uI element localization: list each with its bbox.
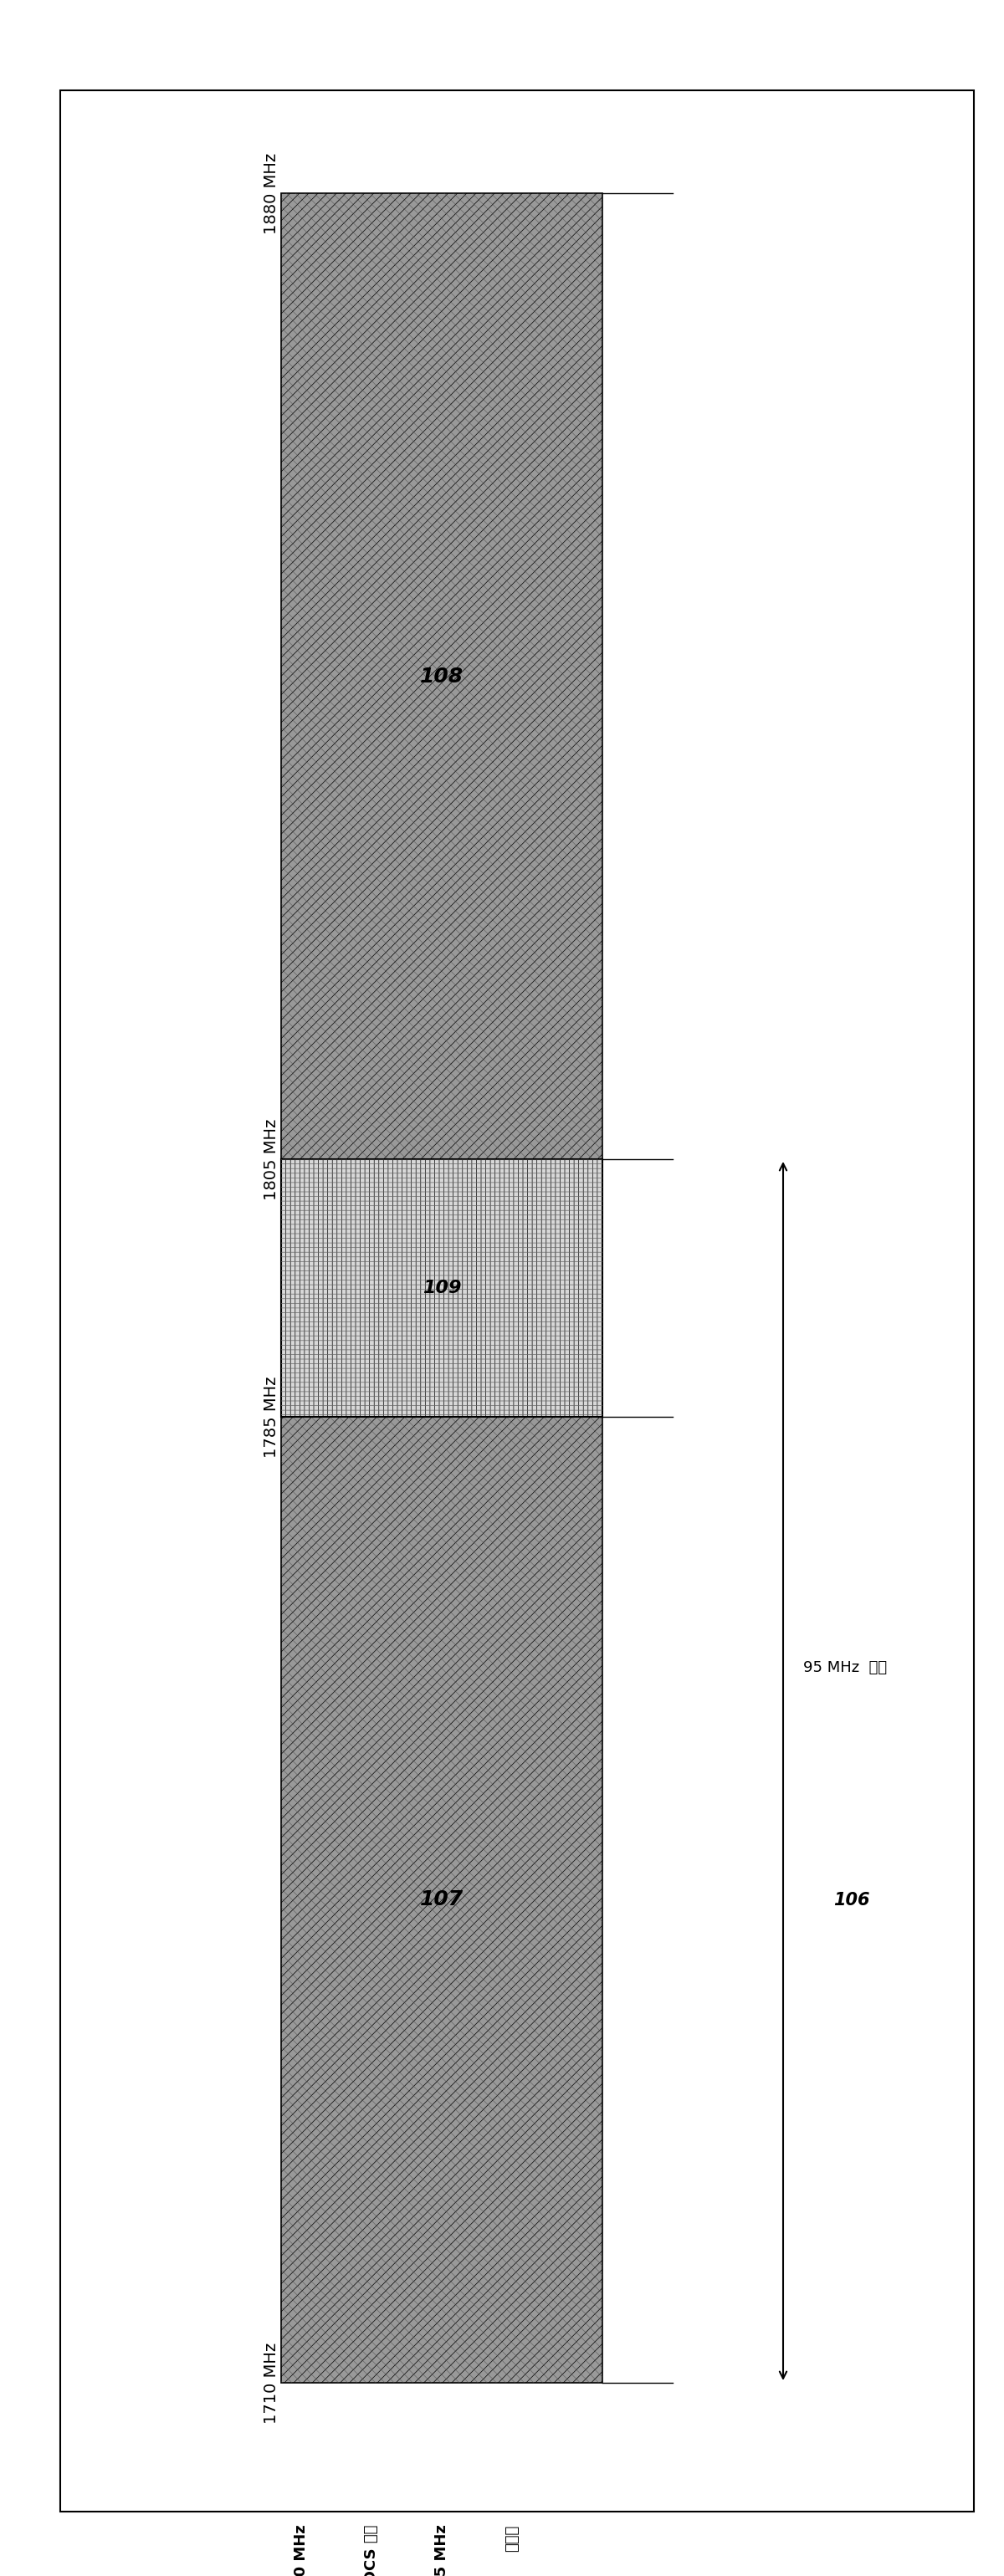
Bar bbox=[281, 193, 602, 1159]
Text: 109: 109 bbox=[423, 1280, 461, 1296]
Text: DCS 频带: DCS 频带 bbox=[364, 2524, 380, 2576]
Text: 108: 108 bbox=[420, 667, 464, 685]
Text: 95 MHz  间隔: 95 MHz 间隔 bbox=[803, 1662, 887, 1674]
Text: (75+75 MHz: (75+75 MHz bbox=[435, 2524, 450, 2576]
Text: 1880 MHz: 1880 MHz bbox=[263, 152, 279, 234]
Text: 1800 MHz: 1800 MHz bbox=[294, 2524, 309, 2576]
Text: 107: 107 bbox=[420, 1891, 464, 1909]
Bar bbox=[281, 193, 602, 1159]
Bar bbox=[281, 1417, 602, 2383]
Text: 频谱）: 频谱） bbox=[505, 2524, 520, 2550]
Bar bbox=[281, 1417, 602, 2383]
Text: 106: 106 bbox=[833, 1891, 869, 1909]
Text: 1805 MHz: 1805 MHz bbox=[263, 1118, 279, 1200]
Bar bbox=[281, 1159, 602, 1417]
Bar bbox=[281, 1159, 602, 1417]
Text: 1785 MHz: 1785 MHz bbox=[263, 1376, 279, 1458]
Text: 1710 MHz: 1710 MHz bbox=[263, 2342, 279, 2424]
